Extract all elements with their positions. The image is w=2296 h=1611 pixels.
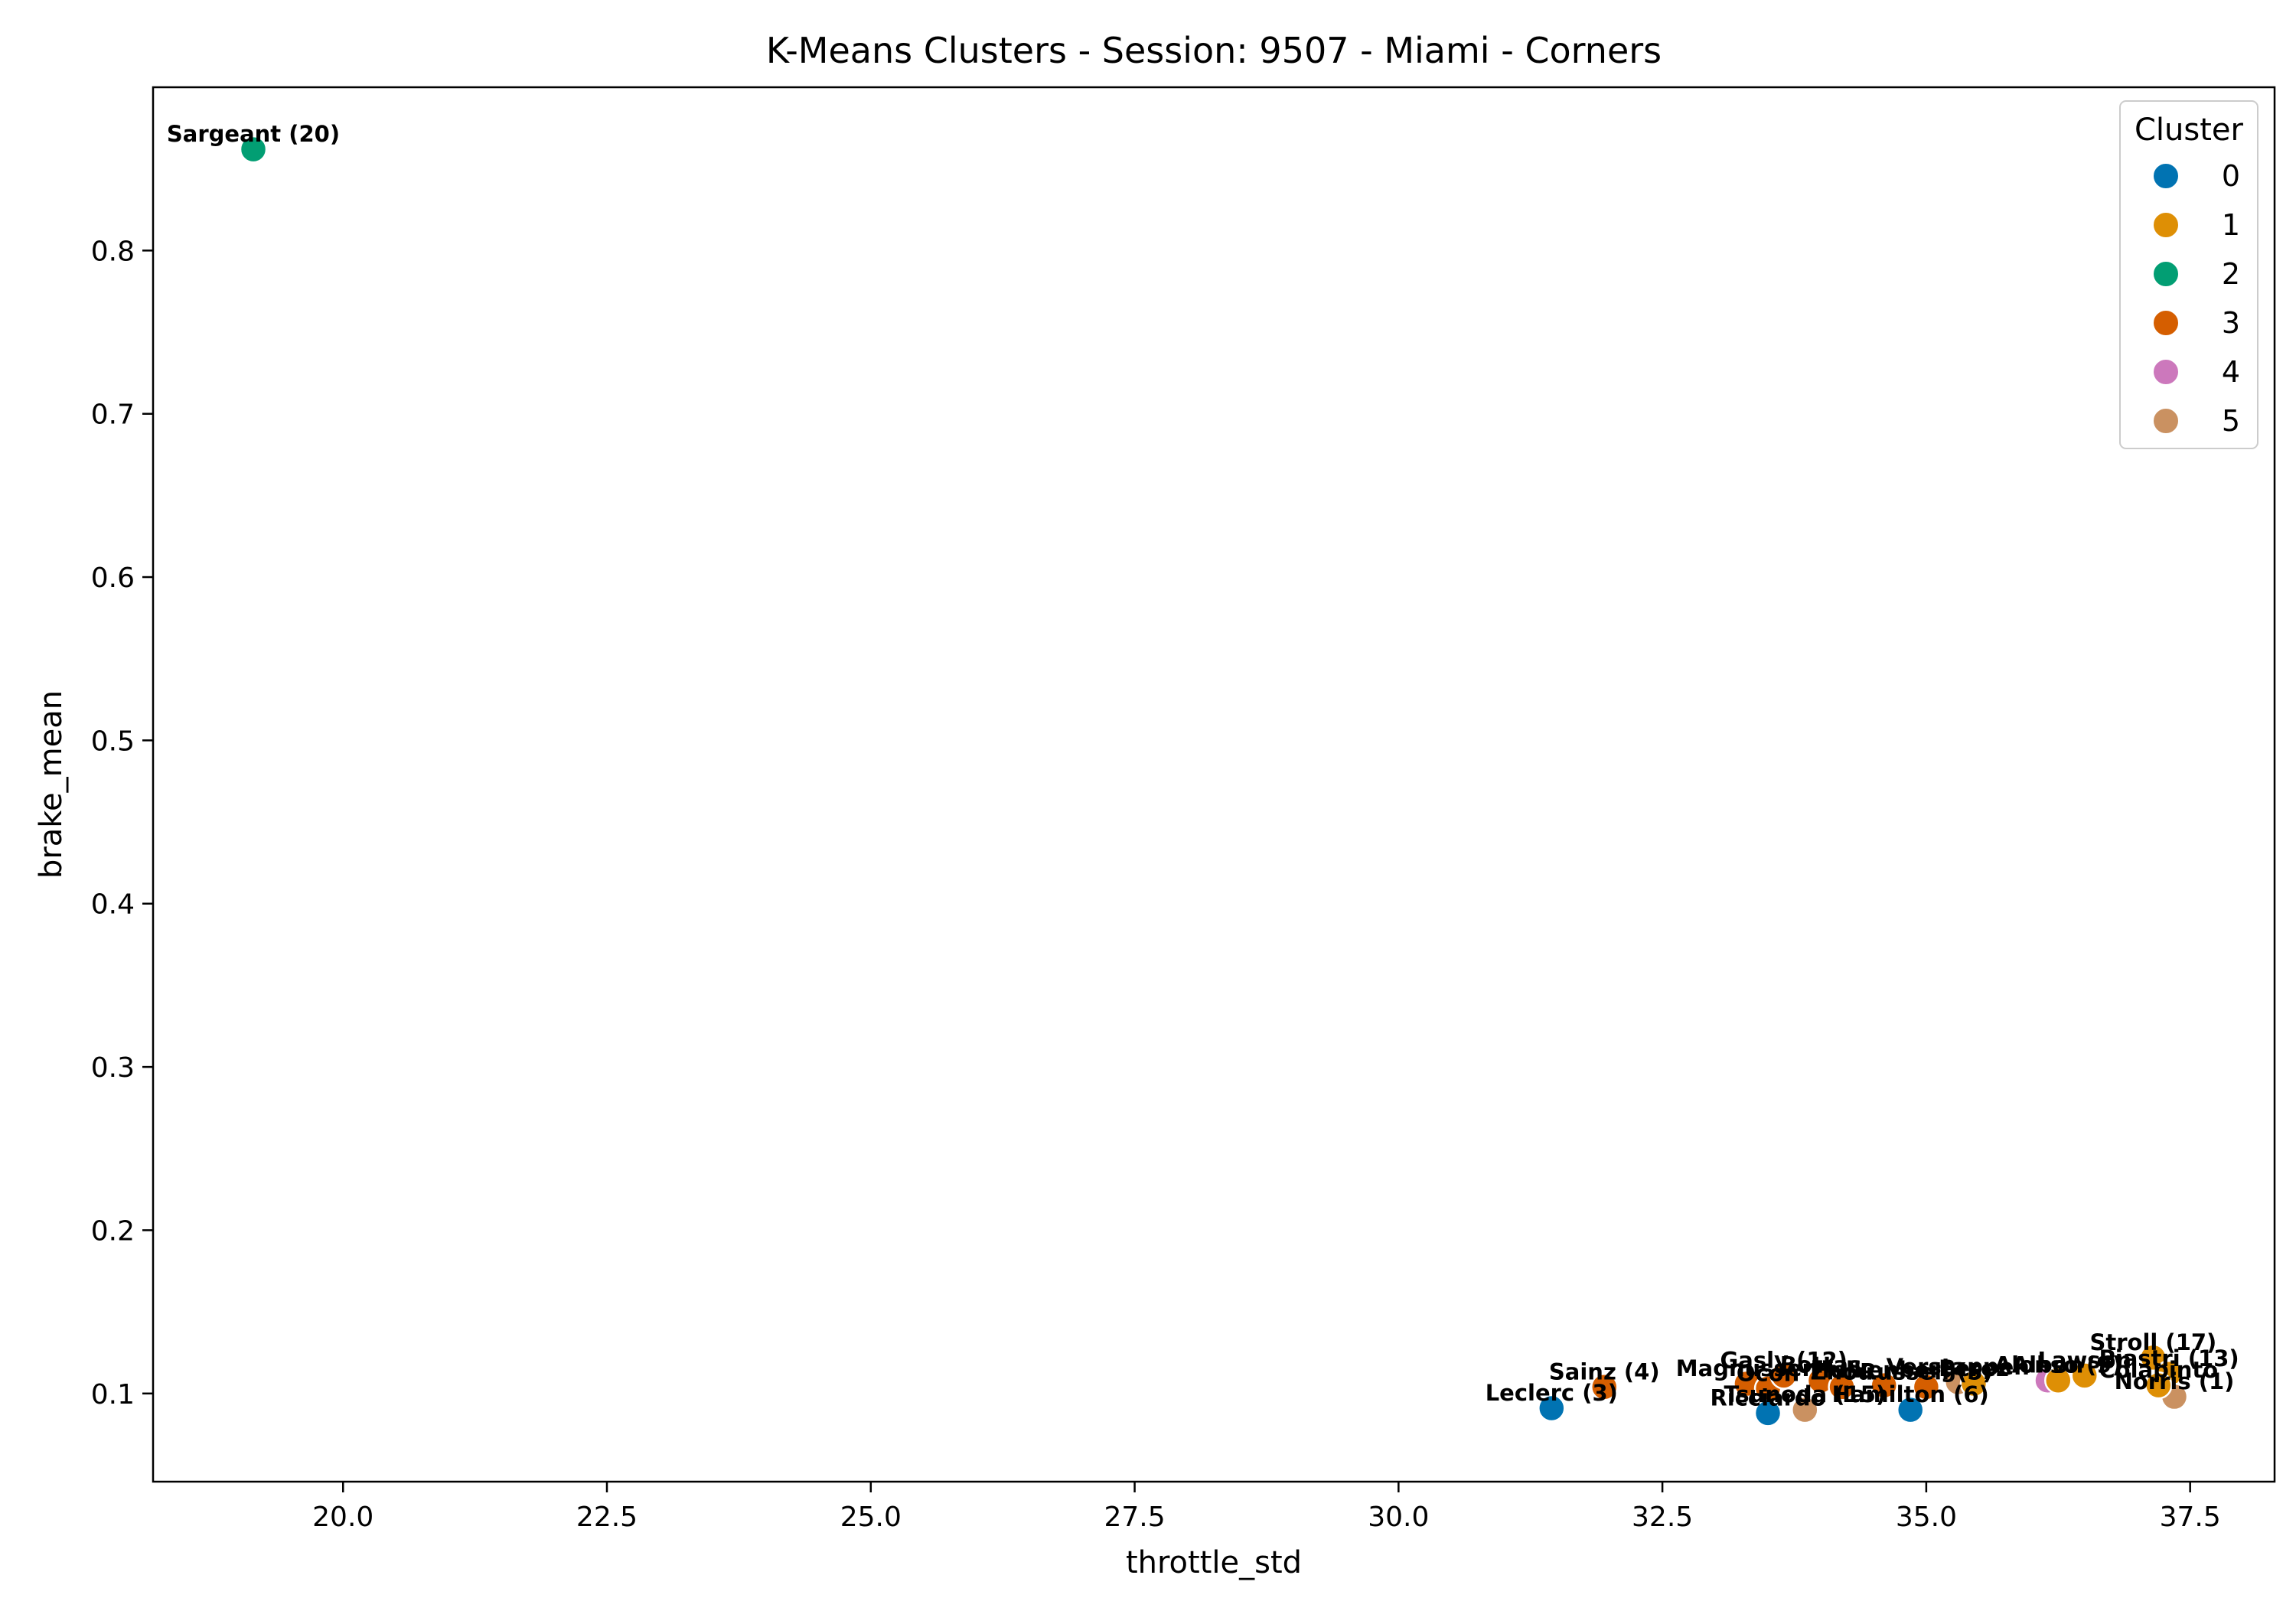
scatter-point [1896,1395,1925,1424]
scatter-point [1828,1373,1856,1401]
y-tick-label: 0.5 [91,726,135,757]
y-tick-label: 0.1 [91,1379,135,1410]
legend-marker [2152,358,2180,386]
scatter-point [1590,1373,1619,1401]
legend-marker [2152,162,2180,190]
scatter-point [1870,1371,1898,1400]
y-tick-label: 0.3 [91,1052,135,1084]
legend-label: 4 [2222,355,2240,389]
plot-area-frame [152,86,2276,1483]
legend-box [2119,100,2258,449]
x-tick-label: 37.5 [2160,1502,2221,1533]
legend-label: 5 [2222,404,2240,438]
scatter-point [1959,1369,1988,1398]
point-label: Piastri (13) [2099,1345,2239,1371]
scatter-point [1791,1395,1819,1424]
legend-label: 1 [2222,208,2240,242]
point-label: Hulkenberg [1812,1357,1956,1383]
point-label: Verstappen [1887,1354,2030,1380]
y-tick-label: 0.8 [91,236,135,267]
point-label: Ocon [1737,1360,1799,1386]
point-label: Magnussen [1676,1355,1818,1381]
legend-marker [2152,260,2180,288]
point-label: Sainz (4) [1549,1358,1660,1384]
scatter-point [2144,1371,2173,1400]
legend-marker [2152,309,2180,337]
y-tick-label: 0.4 [91,889,135,921]
x-axis-label: throttle_std [1126,1545,1302,1580]
point-label: Gasly (12) [1720,1347,1847,1373]
legend-label: 2 [2222,257,2240,291]
point-label: Sargeant (20) [167,121,340,147]
point-label: Bottas [1780,1352,1862,1378]
legend-entries: 0 1 2 3 4 5 [2152,159,2240,438]
legend-marker [2152,407,2180,435]
point-label: Leclerc (3) [1486,1380,1618,1406]
x-tick-label: 32.5 [1632,1502,1693,1533]
x-tick-label: 25.0 [840,1502,902,1533]
scatter-point [1769,1362,1798,1390]
y-axis-label: brake_mean [34,690,69,879]
legend-marker [2152,211,2180,239]
legend-label: 0 [2222,159,2240,193]
data-points [239,135,2189,1427]
legend: Cluster 0 1 2 3 4 5 [2119,100,2258,449]
y-tick-label: 0.2 [91,1215,135,1247]
y-tick-label: 0.7 [91,399,135,431]
point-label: Zhou [1810,1358,1873,1384]
point-label: Hamilton (6) [1832,1381,1989,1407]
x-axis-ticks: 20.0 22.5 25.0 27.5 30.0 32.5 35.0 37.5 [312,1482,2221,1533]
scatter-point [1753,1399,1782,1427]
point-label: Ricciardo [1710,1384,1825,1410]
y-tick-label: 0.6 [91,563,135,594]
point-label: Albon [2012,1352,2084,1378]
point-label: Perez [1939,1355,2009,1381]
data-point-labels: Sargeant (20) Leclerc (3)Sainz (4) Magnuss… [167,121,2239,1410]
scatter-point [2044,1366,2073,1394]
x-tick-label: 30.0 [1368,1502,1429,1533]
chart-title: K-Means Clusters - Session: 9507 - Miami… [766,30,1662,71]
x-tick-label: 27.5 [1104,1502,1165,1533]
scatter-point [1912,1373,1941,1401]
x-tick-label: 35.0 [1896,1502,1957,1533]
x-tick-label: 20.0 [312,1502,373,1533]
point-label: Colapinto [2099,1357,2218,1383]
y-axis-ticks: 0.1 0.2 0.3 0.4 0.5 0.6 0.7 0.8 [91,236,153,1410]
scatter-point [2070,1362,2099,1390]
point-label: Lawson [2037,1347,2131,1373]
point-label: Russell (5) [1860,1358,1993,1384]
scatter-point [239,135,268,164]
point-label: Stroll (17) [2089,1329,2216,1355]
scatter-point [1538,1394,1566,1423]
point-label: Norris (1) [2115,1368,2235,1394]
point-label: Tsunoda (15) [1724,1381,1886,1407]
legend-title: Cluster [2135,113,2244,148]
point-label: Alonso (9) [1994,1352,2122,1378]
legend-label: 3 [2222,306,2240,340]
x-tick-label: 22.5 [576,1502,638,1533]
